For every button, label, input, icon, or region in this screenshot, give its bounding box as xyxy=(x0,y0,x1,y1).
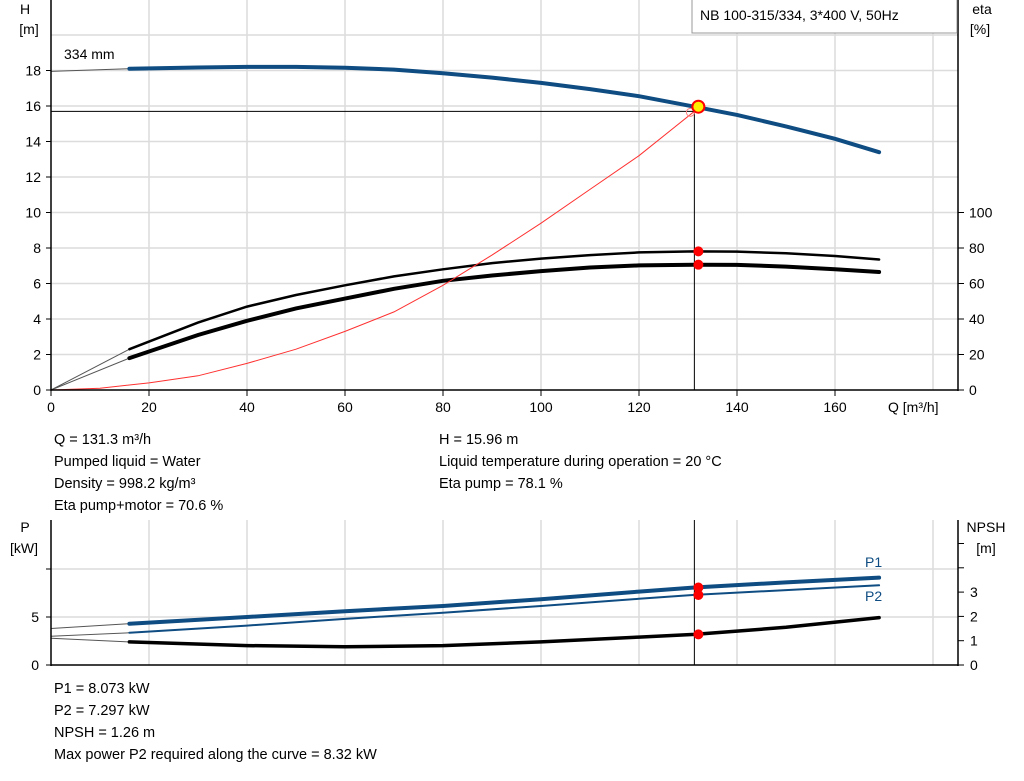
curve-H-extrapolated xyxy=(50,68,130,72)
q-tick-label: 60 xyxy=(337,399,353,415)
info-top-left: Q = 131.3 m³/h Pumped liquid = Water Den… xyxy=(54,429,223,517)
curve-NPSH xyxy=(127,615,881,649)
h-tick-label: 14 xyxy=(25,134,41,150)
p2-marker xyxy=(693,589,704,600)
q-tick-label: 140 xyxy=(725,399,749,415)
info-p1: P1 = 8.073 kW xyxy=(54,681,150,697)
h-tick-label: 8 xyxy=(33,240,41,256)
h-tick-label: 10 xyxy=(25,205,41,221)
q-tick-label: 120 xyxy=(627,399,651,415)
curve-P1 xyxy=(127,575,882,626)
info-h: H = 15.96 m xyxy=(439,432,519,448)
eta-tick-label: 0 xyxy=(969,382,977,398)
info-max-power: Max power P2 required along the curve = … xyxy=(54,747,377,763)
curve-eta_pump_motor xyxy=(127,262,882,361)
title-box xyxy=(691,0,958,34)
eta-tick-label: 100 xyxy=(969,205,993,221)
eta-pump-marker xyxy=(693,246,704,257)
h-axis-label: H xyxy=(20,1,30,17)
info-liquid: Pumped liquid = Water xyxy=(54,454,201,470)
eta-tick-label: 80 xyxy=(969,240,985,256)
npsh-axis-unit: [m] xyxy=(976,540,995,556)
p2-label: P2 xyxy=(865,588,882,604)
curve-eta_pump xyxy=(128,250,881,351)
curve-eta_pump_motor-extrapolated xyxy=(50,357,130,391)
info-bottom: P1 = 8.073 kW P2 = 7.297 kW NPSH = 1.26 … xyxy=(54,678,377,766)
p-tick-label: 0 xyxy=(31,657,39,673)
npsh-axis-label: NPSH xyxy=(967,519,1006,535)
curve-P2 xyxy=(128,584,881,634)
q-axis-label: Q [m³/h] xyxy=(888,399,939,415)
p-tick-label: 5 xyxy=(31,609,39,625)
eta-axis-label: eta xyxy=(972,1,992,17)
curve-H xyxy=(127,64,882,155)
info-eta-pump-motor: Eta pump+motor = 70.6 % xyxy=(54,498,224,514)
p-axis-label: P xyxy=(20,519,29,535)
h-tick-label: 6 xyxy=(33,276,41,292)
h-axis-unit: [m] xyxy=(19,21,38,37)
q-tick-label: 100 xyxy=(529,399,553,415)
curve-label: 334 mm xyxy=(64,46,115,62)
h-tick-label: 16 xyxy=(25,98,41,114)
p-axis-unit: [kW] xyxy=(10,540,38,556)
p1-marker xyxy=(693,582,704,593)
q-tick-label: 40 xyxy=(239,399,255,415)
q-tick-label: 20 xyxy=(141,399,157,415)
info-npsh: NPSH = 1.26 m xyxy=(54,725,156,741)
q-tick-label: 0 xyxy=(47,399,55,415)
npsh-marker xyxy=(693,629,704,640)
npsh-tick-label: 3 xyxy=(970,584,978,600)
curve-P1-extrapolated xyxy=(50,623,130,629)
h-tick-label: 18 xyxy=(25,63,41,79)
curve-NPSH-extrapolated xyxy=(50,637,130,643)
info-p2: P2 = 7.297 kW xyxy=(54,703,150,719)
npsh-tick-label: 0 xyxy=(970,657,978,673)
duty-point-marker xyxy=(691,99,706,114)
h-tick-label: 12 xyxy=(25,169,41,185)
eta-axis-unit: [%] xyxy=(970,21,990,37)
chart-title: NB 100-315/334, 3*400 V, 50Hz xyxy=(700,7,899,23)
curve-P2-extrapolated xyxy=(50,632,130,637)
p1-label: P1 xyxy=(865,554,882,570)
eta-tick-label: 40 xyxy=(969,311,985,327)
eta-pump-motor-marker xyxy=(693,259,704,270)
eta-tick-label: 60 xyxy=(969,276,985,292)
info-eta-pump: Eta pump = 78.1 % xyxy=(439,476,563,492)
curve-system xyxy=(50,110,695,391)
h-tick-label: 0 xyxy=(33,382,41,398)
q-tick-label: 80 xyxy=(435,399,451,415)
npsh-tick-label: 2 xyxy=(970,608,978,624)
info-q: Q = 131.3 m³/h xyxy=(54,432,152,448)
eta-tick-label: 20 xyxy=(969,347,985,363)
q-tick-label: 160 xyxy=(823,399,847,415)
npsh-tick-label: 1 xyxy=(970,633,978,649)
h-tick-label: 4 xyxy=(33,311,41,327)
h-tick-label: 2 xyxy=(33,347,41,363)
info-top-right: H = 15.96 m Liquid temperature during op… xyxy=(439,429,722,495)
info-density: Density = 998.2 kg/m³ xyxy=(54,476,196,492)
curve-eta_pump-extrapolated xyxy=(50,348,130,391)
info-temperature: Liquid temperature during operation = 20… xyxy=(439,454,722,470)
